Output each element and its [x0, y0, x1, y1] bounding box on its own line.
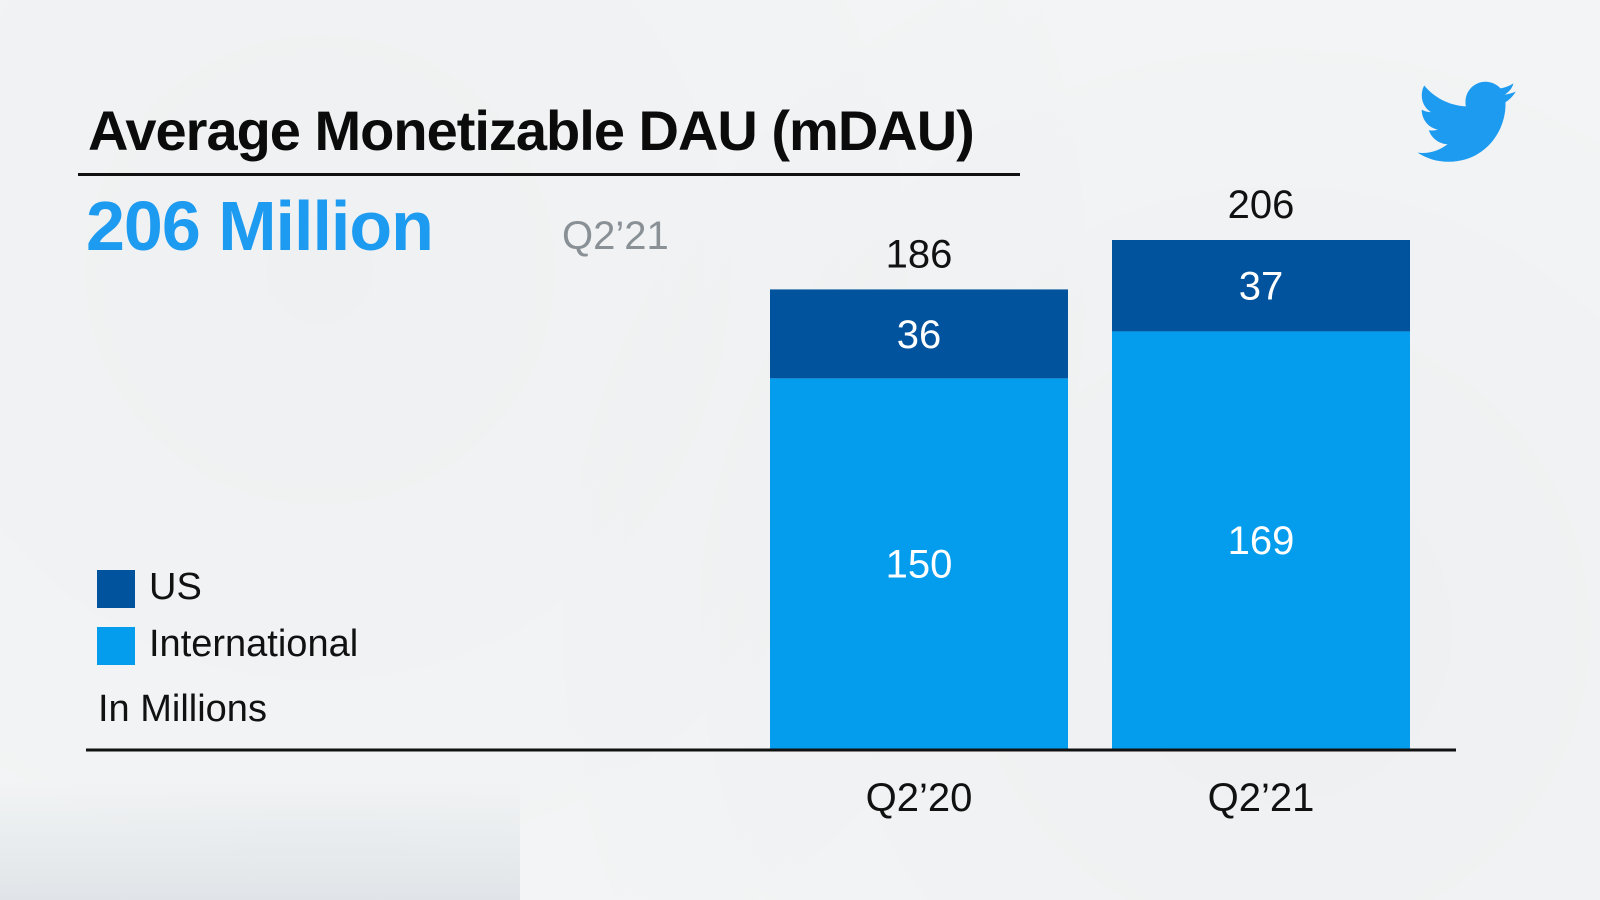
- data-label-international-q2-20: 150: [886, 543, 953, 587]
- data-label-us-q2-20: 36: [897, 313, 942, 357]
- x-tick-label-q2-20: Q2’20: [866, 776, 973, 820]
- legend-swatch-international: [97, 627, 135, 665]
- bar-us-q2-20: [770, 289, 1068, 379]
- bar-international-q2-20: [770, 378, 1068, 749]
- x-tick-label-q2-21: Q2’21: [1208, 776, 1315, 820]
- units-note: In Millions: [98, 688, 267, 730]
- twitter-bird-icon: [1418, 81, 1517, 162]
- headline-value: 206 Million: [86, 187, 434, 265]
- total-label-q2-21: 206: [1228, 183, 1295, 227]
- data-label-international-q2-21: 169: [1228, 519, 1295, 563]
- total-label-q2-20: 186: [886, 232, 953, 276]
- legend-label-us: US: [149, 566, 202, 608]
- bar-us-q2-21: [1112, 240, 1410, 332]
- chart-title: Average Monetizable DAU (mDAU): [88, 99, 975, 162]
- bar-international-q2-21: [1112, 331, 1410, 749]
- background-fade: [0, 780, 520, 900]
- data-label-us-q2-21: 37: [1239, 265, 1284, 309]
- legend-swatch-us: [97, 570, 135, 608]
- legend-label-international: International: [149, 623, 359, 665]
- headline-period: Q2’21: [562, 214, 669, 258]
- title-underline: [78, 173, 1020, 176]
